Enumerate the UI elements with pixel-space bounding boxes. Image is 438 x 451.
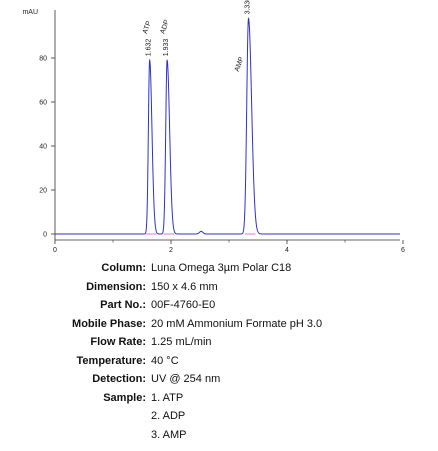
condition-label: Mobile Phase: (72, 317, 146, 330)
condition-value: 1.25 mL/min (151, 336, 212, 348)
condition-value: UV @ 254 nm (151, 373, 221, 385)
condition-value: 2. ADP (151, 410, 186, 422)
peak-name-label: ADP (159, 19, 171, 35)
peak-name-label: AMP (234, 56, 246, 73)
condition-row: Part No.: 00F-4760-E0 (0, 296, 438, 315)
condition-row: Mobile Phase: 20 mM Ammonium Formate pH 3… (0, 315, 438, 334)
condition-value: 3. AMP (151, 428, 187, 441)
x-tick-label: 2 (169, 247, 173, 254)
y-axis-ticks: 0 20 40 60 80 (39, 56, 55, 239)
chromatogram-trace (55, 17, 400, 235)
condition-row: Dimension: 150 x 4.6 mm (0, 278, 438, 297)
y-tick-label: 80 (39, 56, 47, 63)
condition-row: Detection: UV @ 254 nm (0, 370, 438, 389)
y-tick-label: 0 (43, 232, 47, 239)
chromatogram-plot: mAU 0 20 40 60 80 0 2 4 6 ATP 1.632 ADP 1.933 AMP 3.… (22, 0, 405, 254)
condition-row: 2. ADP (0, 407, 438, 426)
condition-row: Flow Rate: 1.25 mL/min (0, 333, 438, 352)
condition-label: Temperature: (76, 354, 146, 367)
condition-label: Dimension: (86, 280, 146, 293)
peak-retention-label: 1.933 (163, 39, 170, 57)
peak-retention-label: 1.632 (146, 39, 153, 57)
condition-label: Detection: (92, 373, 146, 385)
condition-value: 150 x 4.6 mm (151, 280, 218, 293)
y-tick-label: 20 (39, 188, 47, 195)
chromatogram: mAU 0 20 40 60 80 0 2 4 6 ATP 1.632 ADP 1.933 AMP 3.… (22, 0, 405, 254)
condition-label: Sample: (103, 391, 146, 404)
condition-value: Luna Omega 3µm Polar C18 (151, 262, 292, 274)
condition-value: 00F-4760-E0 (151, 299, 216, 311)
condition-value: 20 mM Ammonium Formate pH 3.0 (151, 317, 323, 330)
peak-label-group: ADP 1.933 (159, 19, 171, 57)
peak-labels: ATP 1.632 ADP 1.933 AMP 3.336 (142, 0, 252, 73)
condition-label: Column: (101, 262, 146, 274)
condition-value: 1. ATP (151, 391, 184, 404)
peak-label-group: AMP 3.336 (234, 0, 252, 73)
x-axis-ticks: 0 2 4 6 (53, 240, 405, 254)
peak-retention-label: 3.336 (244, 0, 251, 14)
x-tick-label: 4 (285, 247, 289, 254)
x-tick-label: 0 (53, 247, 57, 254)
condition-label: Part No.: (100, 299, 146, 311)
y-tick-label: 40 (39, 144, 47, 151)
y-axis-unit: mAU (22, 9, 38, 16)
peak-name-label: ATP (142, 20, 153, 35)
condition-row: Temperature: 40 °C (0, 352, 438, 371)
condition-label: Flow Rate: (90, 336, 146, 348)
method-conditions: Column: Luna Omega 3µm Polar C18 Dimension… (0, 259, 438, 444)
y-tick-label: 60 (39, 100, 47, 107)
condition-row: Sample: 1. ATP (0, 389, 438, 408)
x-tick-label: 6 (401, 247, 405, 254)
condition-row: 3. AMP (0, 426, 438, 445)
condition-row: Column: Luna Omega 3µm Polar C18 (0, 259, 438, 278)
condition-value: 40 °C (151, 354, 179, 367)
peak-label-group: ATP 1.632 (142, 20, 153, 56)
